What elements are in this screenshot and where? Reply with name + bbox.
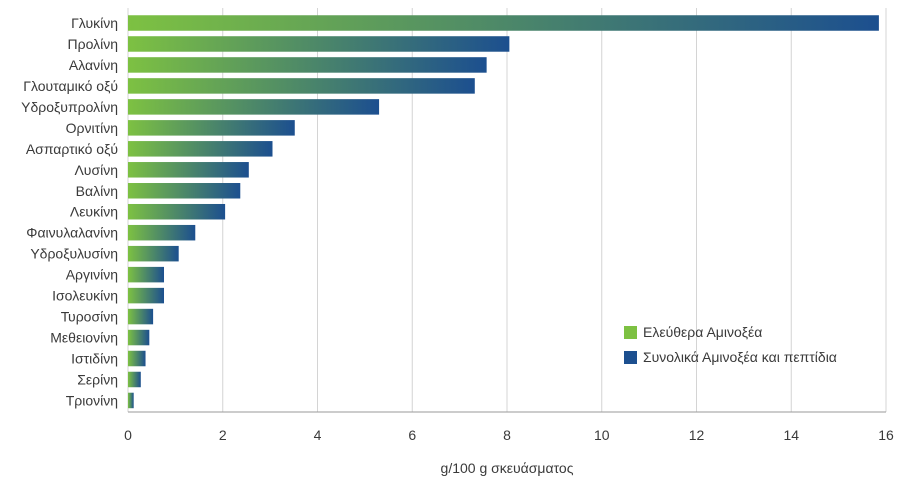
tick-label-5: 10 [594,427,610,443]
category-label-3: Γλουταμικό οξύ [23,78,118,94]
category-label-18: Τριονίνη [66,392,118,408]
legend-swatch-free-amino-acids [624,326,637,339]
bar-0 [128,15,879,31]
bar-9 [128,203,226,220]
category-label-10: Φαινυλαλανίνη [26,225,118,241]
tick-label-8: 16 [878,427,894,443]
gridlines [127,8,887,412]
category-label-16: Ιστιδίνη [71,351,118,367]
category-label-15: Μεθειονίνη [50,330,118,346]
tick-label-6: 12 [689,427,705,443]
legend: Ελεύθερα Αμινοξέα Συνολικά Αμινοξέα και … [624,324,837,365]
category-label-11: Υδροξυλυσίνη [30,246,118,262]
category-label-14: Τυροσίνη [61,309,118,325]
bar-18 [128,392,134,409]
bar-17 [128,371,141,388]
legend-label-free-amino-acids: Ελεύθερα Αμινοξέα [643,324,762,340]
category-label-2: Αλανίνη [69,57,118,73]
category-labels: Γλυκίνη Προλίνη Αλανίνη Γλουταμικό οξύ Υδροξ… [21,15,118,408]
x-axis-title: g/100 g σκευάσματος [441,460,574,476]
bar-14 [128,308,154,325]
bar-5 [128,120,295,136]
bar-3 [128,78,475,94]
bar-13 [128,287,165,304]
legend-label-total-amino-acids-peptides: Συνολικά Αμινοξέα και πεπτίδια [643,349,837,365]
bars [128,15,879,409]
tick-label-3: 6 [408,427,416,443]
tick-label-1: 2 [219,427,227,443]
legend-swatch-total-amino-acids-peptides [624,351,637,364]
category-label-12: Αργινίνη [66,267,118,283]
category-label-4: Υδροξυπρολίνη [21,99,118,115]
bar-7 [128,162,249,178]
bar-10 [128,224,196,241]
bar-4 [128,99,380,115]
category-label-6: Ασπαρτικό οξύ [26,141,118,157]
category-label-0: Γλυκίνη [71,15,118,31]
tick-label-0: 0 [124,427,132,443]
category-label-8: Βαλίνη [76,183,118,199]
category-label-9: Λευκίνη [70,204,118,220]
bar-1 [128,36,510,52]
category-label-1: Προλίνη [68,36,119,52]
tick-label-4: 8 [503,427,511,443]
bar-11 [128,245,179,262]
x-tick-labels: 0 2 4 6 8 10 12 14 16 [124,427,894,443]
bar-6 [128,141,273,157]
bar-16 [128,350,146,367]
category-label-7: Λυσίνη [74,162,118,178]
bar-2 [128,57,487,73]
category-label-17: Σερίνη [77,371,118,387]
bar-12 [128,266,165,283]
tick-label-7: 14 [783,427,799,443]
tick-label-2: 4 [314,427,322,443]
bar-15 [128,329,150,346]
category-label-5: Ορνιτίνη [66,120,118,136]
category-label-13: Ισολευκίνη [52,288,118,304]
bar-8 [128,183,241,199]
